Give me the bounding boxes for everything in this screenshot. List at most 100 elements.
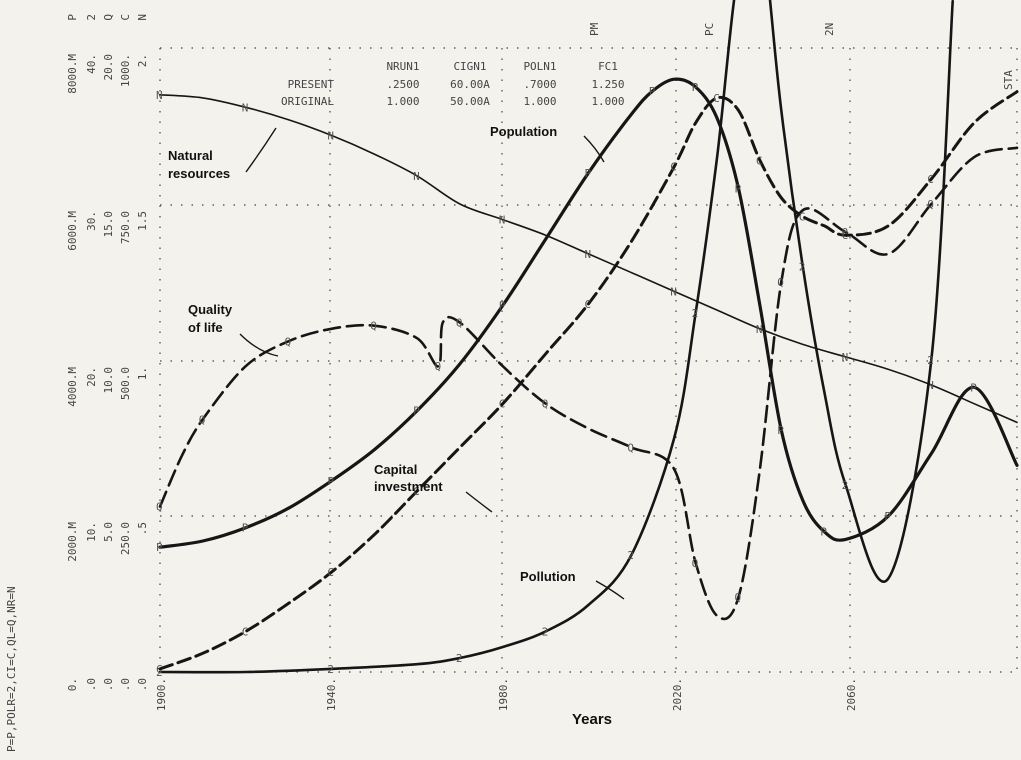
xtick-3: 2020. [671, 678, 684, 711]
point-natural-resources-2: N [242, 101, 249, 114]
point-pollution-20: 2 [927, 354, 934, 367]
point-pollution-10: 2 [692, 307, 699, 320]
series-line-capital-investment [158, 90, 1019, 671]
point-pollution-18: 2 [842, 479, 849, 492]
ytick-NR-4: 2. [136, 54, 149, 67]
x-axis-title: Years [572, 711, 612, 728]
point-natural-resources-10: N [585, 248, 592, 261]
leader-line-0 [245, 127, 277, 173]
point-quality-of-life-14: Q [627, 441, 634, 454]
param-row-label-1: ORIGINAL [281, 95, 334, 108]
ytick-QL-2: 10.0 [102, 367, 115, 394]
scale-label-POLR: 2 [85, 14, 98, 21]
param-value-0-2: .7000 [523, 78, 556, 91]
ytick-POLR-2: 20. [85, 367, 98, 387]
point-quality-of-life-6: Q [370, 320, 377, 333]
point-capital-investment-12: C [670, 161, 677, 174]
ytick-POLR-3: 30. [85, 211, 98, 231]
edge-marker-3: STA [1002, 70, 1015, 90]
ytick-POLR-4: 40. [85, 54, 98, 74]
ytick-CI-2: 500.0 [119, 367, 132, 400]
point-capital-investment-0: C [156, 663, 163, 676]
point-capital-investment-22: C [927, 173, 934, 186]
ytick-NR-1: .5 [136, 522, 149, 535]
ytick-P-0: 0. [66, 678, 79, 691]
leader-line-3 [465, 491, 493, 513]
edge-marker-1: PC [703, 23, 716, 36]
annotations: Natural resources Population Quality of life… [168, 124, 625, 600]
ytick-QL-3: 15.0 [102, 211, 115, 238]
series-line-pollution [158, 0, 954, 674]
xtick-1: 1940. [325, 678, 338, 711]
xtick-0: 1900. [155, 678, 168, 711]
point-population-4: P [327, 475, 334, 488]
point-capital-investment-8: C [499, 398, 506, 411]
ytick-QL-1: 5.0 [102, 522, 115, 542]
point-capital-investment-2: C [242, 625, 249, 638]
point-capital-investment-18: C [799, 211, 806, 224]
edge-markers: PM PC 2N STA [588, 22, 1015, 90]
annotation-capital-investment: Capital investment [374, 462, 443, 494]
point-pollution-16: 2 [799, 260, 806, 273]
point-natural-resources-4: N [327, 129, 334, 142]
param-col-1: CIGN1 [453, 60, 486, 73]
scale-label-CI: C [119, 14, 132, 21]
series-line-quality-of-life [158, 146, 1019, 621]
grid [159, 47, 1018, 673]
annotation-natural-resources: Natural resources [168, 148, 230, 181]
leader-line-1 [583, 135, 605, 163]
annotation-population: Population [490, 124, 557, 139]
ytick-POLR-1: 10. [85, 522, 98, 542]
point-natural-resources-18: N [927, 379, 934, 392]
point-population-24: P [970, 381, 977, 394]
param-col-3: FC1 [598, 60, 618, 73]
ytick-CI-3: 750.0 [119, 211, 132, 244]
xtick-2: 1980. [497, 678, 510, 711]
point-pollution-2: 2 [327, 663, 334, 676]
point-capital-investment-10: C [585, 298, 592, 311]
point-capital-investment-4: C [327, 566, 334, 579]
point-pollution-4: 2 [456, 652, 463, 665]
point-quality-of-life-22: Q [842, 226, 849, 239]
param-row-label-0: PRESENT [288, 78, 335, 91]
series-line-natural-resources [159, 94, 1018, 424]
param-value-0-3: 1.250 [591, 78, 624, 91]
series: NNNNNNNNNNPPPPPPPPPPPPP22222222222QQQQQQ… [156, 0, 1019, 679]
annotation-quality-of-life: Quality of life [188, 302, 233, 335]
param-value-1-2: 1.000 [523, 95, 556, 108]
point-population-20: P [820, 526, 827, 539]
ytick-QL-4: 20.0 [102, 54, 115, 81]
point-natural-resources-0: N [156, 89, 163, 102]
param-value-0-1: 60.00A [450, 78, 490, 91]
point-capital-investment-20: C [842, 229, 849, 242]
point-population-14: P [692, 81, 699, 94]
ytick-POLR-0: .0 [85, 678, 98, 691]
point-population-18: P [777, 424, 784, 437]
leader-line-2 [239, 333, 279, 357]
point-natural-resources-12: N [670, 285, 677, 298]
param-value-1-3: 1.000 [591, 95, 624, 108]
point-natural-resources-14: N [756, 323, 763, 336]
ytick-NR-3: 1.5 [136, 211, 149, 231]
param-col-2: POLN1 [523, 60, 556, 73]
x-axis-ticks: 1900. 1940. 1980. 2020. 2060. [155, 678, 858, 711]
scale-label-P: P [66, 14, 79, 21]
point-pollution-0: 2 [156, 666, 163, 679]
point-natural-resources-6: N [413, 170, 420, 183]
point-population-12: P [649, 85, 656, 98]
point-natural-resources-8: N [499, 214, 506, 227]
ytick-CI-1: 250.0 [119, 522, 132, 555]
param-value-1-0: 1.000 [386, 95, 419, 108]
point-quality-of-life-4: Q [285, 335, 292, 348]
point-quality-of-life-16: Q [692, 557, 699, 570]
point-population-22: P [884, 510, 891, 523]
ytick-NR-2: 1. [136, 367, 149, 380]
point-quality-of-life-0: Q [156, 501, 163, 514]
point-natural-resources-16: N [842, 351, 849, 364]
point-quality-of-life-2: Q [199, 413, 206, 426]
edge-marker-0: PM [588, 22, 601, 36]
point-quality-of-life-8: Q [435, 360, 442, 373]
ytick-CI-0: .0 [119, 678, 132, 691]
series-line-population [158, 77, 1019, 549]
